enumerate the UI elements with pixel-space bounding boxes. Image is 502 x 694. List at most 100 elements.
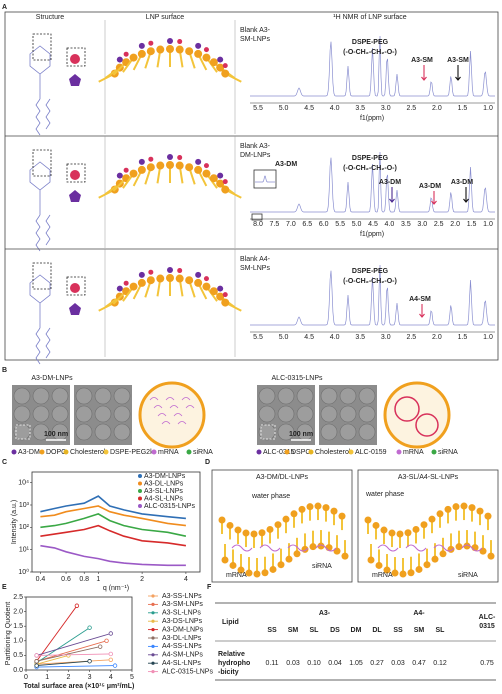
- series-line: [36, 654, 69, 665]
- lipid-head: [129, 53, 138, 62]
- particle: [296, 405, 314, 423]
- ionizable-lipid: [138, 42, 145, 49]
- lipid-head: [317, 542, 325, 550]
- ppm-tick-label: 4.0: [330, 334, 340, 341]
- legend-label: A3-SL-LNPs: [162, 610, 201, 617]
- ionizable-head: [222, 63, 228, 69]
- legend-label: A3-DM-LNPs: [162, 626, 204, 633]
- x-tick-label: 0.8: [79, 576, 89, 583]
- y-tick-label: 10²: [19, 524, 30, 531]
- panel-label: A: [2, 4, 7, 11]
- ionizable-head: [177, 155, 183, 161]
- legend-label: A3-DL-LNPs: [144, 480, 184, 487]
- particle: [13, 405, 31, 423]
- table-subheader: DM: [351, 627, 362, 634]
- dashed-box: [66, 47, 86, 67]
- peg-label: DSPE-PEG: [352, 39, 389, 46]
- lipid-head: [129, 282, 138, 291]
- table-cell: 0.03: [391, 660, 405, 667]
- table-cell: 0.47: [412, 660, 426, 667]
- ppm-tick-label: 4.0: [330, 105, 340, 112]
- particle: [94, 423, 112, 441]
- particle: [358, 387, 376, 405]
- legend-swatch: [284, 449, 290, 455]
- lnp-compartment: [415, 413, 439, 437]
- table-subheader: SM: [288, 627, 299, 634]
- table-header: Lipid: [222, 619, 239, 626]
- ionizable-lipid: [167, 154, 173, 160]
- particle: [358, 423, 376, 441]
- lipid-head: [404, 529, 412, 537]
- lipid-head: [269, 565, 277, 573]
- ppm-tick-label: 1.0: [483, 221, 493, 228]
- lipid-head: [258, 529, 266, 537]
- rna-strand: [173, 413, 183, 417]
- ppm-tick-label: 3.0: [381, 334, 391, 341]
- ppm-tick-label: 1.0: [483, 334, 493, 341]
- ionizable-lipid: [217, 285, 224, 292]
- legend-label: ALC-0315: [263, 449, 295, 456]
- panel-label: B: [2, 367, 7, 374]
- ionizable-head: [148, 40, 154, 46]
- legend-marker: [151, 594, 155, 598]
- ionizable-head: [148, 269, 154, 275]
- y-tick-label: 0.5: [13, 652, 23, 659]
- y-tick-label: 10¹: [19, 547, 30, 554]
- lipid-head: [391, 569, 399, 577]
- ionizable-lipid: [167, 38, 173, 44]
- table-cell: 0.03: [286, 660, 300, 667]
- lipid-head: [484, 512, 492, 520]
- data-point: [97, 644, 103, 649]
- x-tick-label: 0.6: [61, 576, 71, 583]
- lipid-head: [166, 161, 174, 169]
- lipid-head: [156, 45, 165, 54]
- particle: [32, 387, 50, 405]
- arrow-head: [431, 200, 437, 205]
- series-line: [36, 665, 116, 668]
- series-line: [36, 653, 111, 656]
- particle: [13, 387, 31, 405]
- legend-label: siRNA: [438, 449, 458, 456]
- lipid-head: [431, 555, 439, 563]
- particle: [32, 423, 50, 441]
- ionizable-head: [203, 163, 209, 169]
- y-axis-title: Partitioning Quotient: [5, 602, 12, 665]
- lipid-head: [221, 556, 229, 564]
- column-header: LNP surface: [146, 14, 184, 21]
- table-cell: 0.04: [328, 660, 342, 667]
- lipid-head: [137, 278, 146, 287]
- ppm-tick-label: 1.5: [467, 221, 477, 228]
- ppm-tick-label: 2.5: [406, 334, 416, 341]
- lipid-head: [237, 566, 245, 574]
- dashed-box: [66, 163, 86, 183]
- lipid-head: [447, 545, 455, 553]
- ionizable-head: [177, 268, 183, 274]
- lipid-head: [216, 292, 225, 301]
- ionizable-lipid: [195, 42, 202, 49]
- x-axis-title: Total surface area (×10¹⁵ μm²/mL): [24, 683, 135, 690]
- legend-swatch: [308, 449, 314, 455]
- lipid-head: [415, 565, 423, 573]
- particle: [339, 423, 357, 441]
- lipid-head: [70, 283, 80, 293]
- lipid-head: [137, 49, 146, 58]
- legend-label: Cholesterol: [315, 449, 351, 456]
- series-line: [36, 660, 90, 667]
- lipid-head: [209, 174, 218, 183]
- particle: [320, 405, 338, 423]
- legend-swatch: [138, 474, 142, 478]
- ppm-tick-label: 3.0: [417, 221, 427, 228]
- sample-label: SM-LNPs: [240, 265, 270, 272]
- rna-strand: [315, 544, 337, 552]
- legend-swatch: [39, 449, 45, 455]
- ppm-tick-label: 2.0: [432, 105, 442, 112]
- legend-label: Cholesterol: [70, 449, 106, 456]
- peg-label: DSPE-PEG: [352, 155, 389, 162]
- legend-marker: [151, 670, 155, 674]
- phase-label: water phase: [365, 491, 404, 498]
- x-tick-label: 3: [88, 674, 92, 681]
- lipid-head: [439, 550, 447, 558]
- lipid-head: [185, 163, 194, 172]
- ionizable-head: [123, 167, 129, 173]
